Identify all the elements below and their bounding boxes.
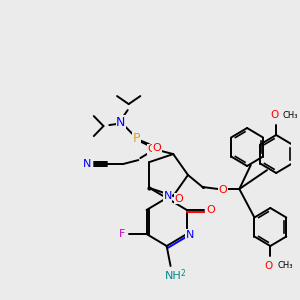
- Text: N: N: [164, 191, 172, 201]
- Text: 2: 2: [181, 268, 185, 278]
- Text: N: N: [185, 230, 194, 240]
- Text: N: N: [83, 159, 91, 169]
- Text: O: O: [218, 185, 227, 195]
- Text: O: O: [175, 194, 183, 204]
- Text: F: F: [119, 229, 125, 239]
- Text: CH₃: CH₃: [283, 110, 298, 119]
- Text: O: O: [207, 205, 215, 215]
- Text: N: N: [116, 116, 126, 129]
- Text: O: O: [270, 110, 278, 120]
- Text: O: O: [148, 144, 156, 154]
- Text: NH: NH: [165, 271, 182, 281]
- Text: CH₃: CH₃: [277, 262, 292, 271]
- Text: O: O: [152, 143, 161, 153]
- Text: P: P: [133, 132, 140, 145]
- Text: O: O: [264, 261, 272, 271]
